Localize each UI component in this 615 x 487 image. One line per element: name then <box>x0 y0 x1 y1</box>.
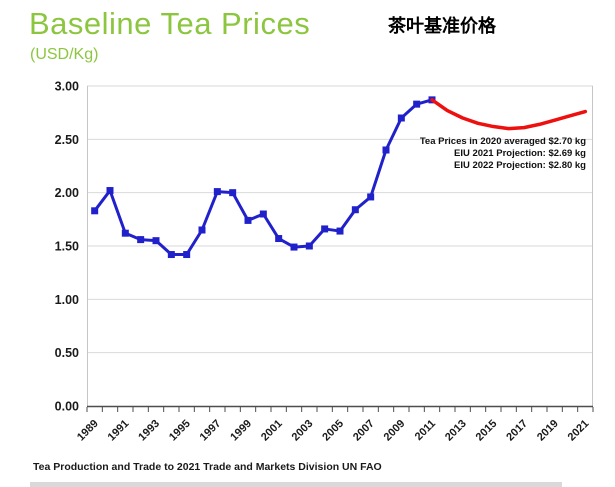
historical-series <box>91 96 436 259</box>
svg-text:3.00: 3.00 <box>55 80 79 94</box>
svg-text:2003: 2003 <box>290 418 316 444</box>
chart-title: Baseline Tea Prices <box>29 6 311 41</box>
svg-text:1995: 1995 <box>167 418 193 444</box>
svg-text:0.50: 0.50 <box>55 346 79 360</box>
bottom-strip <box>30 482 562 487</box>
price-chart: 0.000.501.001.502.002.503.00 1989 1991 199… <box>55 80 594 444</box>
projection-series <box>430 98 588 131</box>
chart-title-chinese: 茶叶基准价格 <box>388 16 496 36</box>
svg-text:2017: 2017 <box>504 418 530 444</box>
svg-text:2001: 2001 <box>259 418 285 444</box>
plot-borders <box>87 86 593 406</box>
chart-subtitle: (USD/Kg) <box>30 46 99 63</box>
svg-text:2007: 2007 <box>351 418 377 444</box>
svg-text:2009: 2009 <box>382 418 408 444</box>
x-axis <box>86 405 594 412</box>
svg-text:2015: 2015 <box>474 418 500 444</box>
y-axis-labels: 0.00 0.50 1.00 1.50 2.00 2.50 3.00 <box>55 80 79 414</box>
svg-text:0.00: 0.00 <box>55 400 79 414</box>
x-axis-labels: 1989 1991 1993 1995 1997 1999 2001 2003 2005 2007… <box>75 418 591 444</box>
svg-text:2021: 2021 <box>566 418 592 444</box>
svg-text:1.50: 1.50 <box>55 240 79 254</box>
svg-text:1.00: 1.00 <box>55 293 79 307</box>
svg-text:2011: 2011 <box>413 418 438 443</box>
annotation-line-1: Tea Prices in 2020 averaged $2.70 kg <box>419 136 586 147</box>
svg-text:2019: 2019 <box>535 418 561 444</box>
svg-text:2005: 2005 <box>320 418 346 444</box>
svg-text:1999: 1999 <box>228 418 254 444</box>
svg-text:2.00: 2.00 <box>55 186 79 200</box>
annotation: Tea Prices in 2020 averaged $2.70 kg EIU… <box>420 136 586 172</box>
source-note: Tea Production and Trade to 2021 Trade a… <box>33 461 382 473</box>
svg-text:1989: 1989 <box>75 418 101 444</box>
svg-text:2013: 2013 <box>443 418 469 444</box>
svg-text:2.50: 2.50 <box>55 133 79 147</box>
gridlines <box>87 85 593 354</box>
svg-text:1991: 1991 <box>106 418 132 444</box>
annotation-line-3: EIU 2022 Projection: $2.80 kg <box>453 160 586 171</box>
svg-text:1997: 1997 <box>198 418 224 444</box>
annotation-line-2: EIU 2021 Projection: $2.69 kg <box>453 148 586 159</box>
svg-text:1993: 1993 <box>136 418 162 444</box>
